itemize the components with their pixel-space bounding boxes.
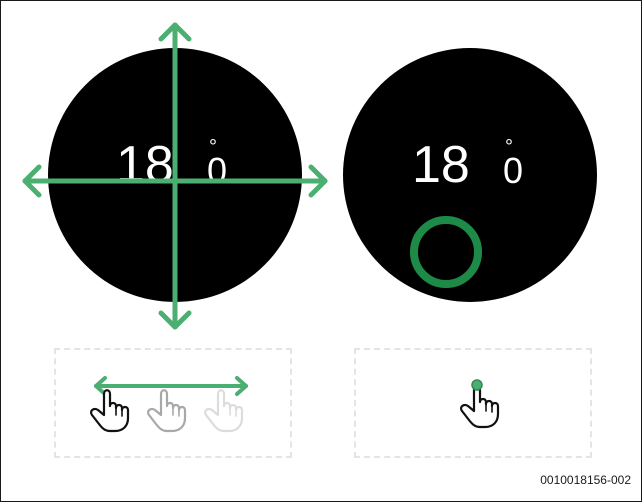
degree-symbol: ° — [209, 136, 217, 158]
swipe-arrow-icon — [94, 376, 248, 396]
swipe-gesture-box — [54, 348, 292, 458]
thermostat-dial-right — [343, 48, 597, 302]
four-way-arrow-icon — [22, 22, 328, 330]
hand-pointer-icon — [203, 389, 244, 433]
degree-symbol: ° — [505, 136, 513, 158]
temperature-display-right: 18 ° 0 — [412, 136, 532, 195]
hand-pointer-icon — [459, 385, 500, 429]
tap-gesture-box — [354, 348, 592, 458]
temperature-unit: 0 — [503, 150, 524, 191]
hand-pointer-icon — [146, 389, 187, 433]
temperature-value: 18 — [412, 136, 470, 194]
ring-icon — [410, 216, 482, 288]
figure-code: 0010018156-002 — [540, 473, 631, 487]
tap-point-icon — [471, 379, 483, 391]
hand-pointer-icon — [89, 389, 130, 433]
